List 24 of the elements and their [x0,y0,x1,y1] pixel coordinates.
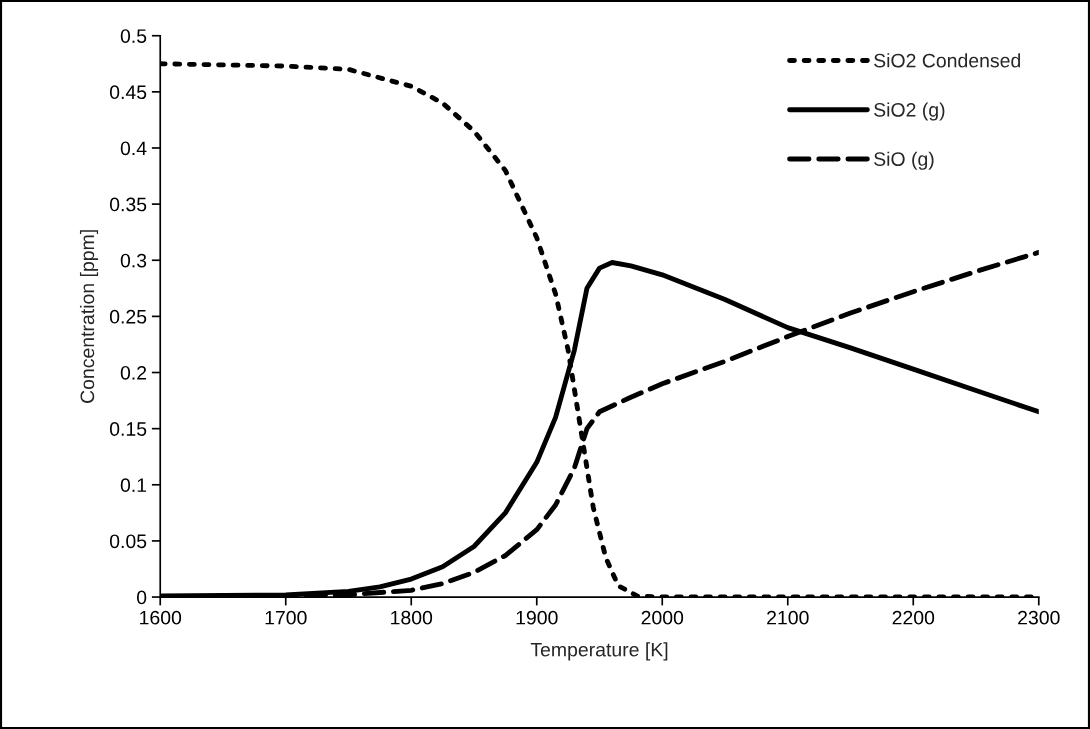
y-tick-label: 0.05 [109,534,147,549]
x-tick-label: 1700 [265,610,307,625]
y-tick-label: 0 [136,590,147,605]
y-tick-label: 0.5 [120,29,147,43]
x-tick-label: 2100 [767,610,809,625]
x-tick-label: 1900 [516,610,558,625]
legend-label: SiO (g) [874,151,934,170]
x-tick-label: 2300 [1018,610,1060,625]
legend-label: SiO2 (g) [874,102,945,121]
y-axis-title: Concentration [ppm] [79,230,99,403]
x-axis-title: Temperature [K] [530,642,668,661]
x-tick-label: 2200 [892,610,935,625]
y-tick-label: 0.45 [109,85,147,100]
y-tick-label: 0.15 [109,422,147,436]
y-tick-label: 0.1 [120,478,147,493]
legend-label: SiO2 Condensed [874,53,1021,68]
y-tick-label: 0.4 [120,141,147,156]
x-tick-label: 1600 [140,610,182,625]
y-tick-label: 0.35 [109,197,147,212]
y-tick-label: 0.2 [120,365,147,380]
x-tick-label: 1800 [391,610,433,625]
y-tick-label: 0.25 [109,309,147,324]
y-tick-label: 0.3 [120,253,147,268]
x-tick-label: 2000 [641,610,684,625]
